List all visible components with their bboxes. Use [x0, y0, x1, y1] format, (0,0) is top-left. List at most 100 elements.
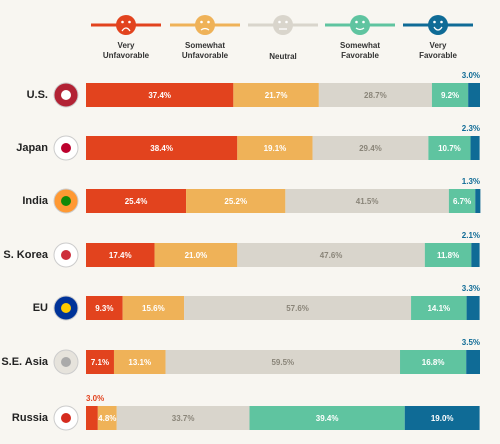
value-label: 16.8% [422, 358, 445, 367]
value-label: 11.8% [437, 251, 459, 260]
bar-segment [411, 296, 467, 320]
value-label: 14.1% [427, 304, 450, 313]
value-label: 3.0% [462, 71, 480, 80]
bar-segment [431, 83, 469, 107]
value-label: 3.3% [462, 284, 480, 293]
value-label: 2.3% [462, 124, 480, 133]
bar-segment [116, 406, 250, 430]
bar-segment [154, 243, 238, 267]
bar-segment [86, 243, 155, 267]
value-label: 21.7% [265, 91, 288, 100]
value-label: 17.4% [109, 251, 132, 260]
legend-face [273, 15, 293, 35]
value-label: 37.4% [148, 91, 171, 100]
legend-label: Very Unfavorable [103, 41, 150, 60]
face-eye [121, 20, 124, 24]
bar-segment [186, 189, 286, 213]
face-eye [285, 20, 288, 24]
bar-segment [428, 136, 471, 160]
bar-segment [165, 350, 401, 374]
bar-segment [312, 136, 429, 160]
bar-segment [184, 296, 412, 320]
value-label: 1.3% [462, 177, 480, 186]
value-label: 39.4% [316, 414, 339, 423]
category-label: U.S. [27, 89, 48, 101]
bar-segment [86, 406, 98, 430]
legend-label-line: Unfavorable [103, 51, 150, 60]
bar-segment [86, 136, 238, 160]
bar-segment [318, 83, 432, 107]
bar-segment [237, 243, 425, 267]
bar-segment [86, 83, 234, 107]
bar-segment [404, 406, 480, 430]
flag-detail [61, 413, 71, 423]
face-mouth [121, 27, 131, 32]
face-eye [433, 20, 436, 24]
value-label: 38.4% [150, 144, 173, 153]
bar-segment [466, 296, 480, 320]
value-label: 28.7% [364, 91, 387, 100]
category-label: EU [33, 302, 48, 314]
value-label: 25.4% [125, 197, 148, 206]
value-label: 2.1% [462, 231, 480, 240]
legend-label-line: Very [118, 41, 135, 50]
value-label: 25.2% [224, 197, 247, 206]
legend-label: Neutral [269, 52, 297, 61]
legend-face [116, 15, 136, 35]
flag-detail [61, 250, 71, 260]
bar-segment [466, 350, 480, 374]
value-label: 4.8% [98, 414, 116, 423]
flag-detail [61, 303, 71, 313]
value-label: 3.5% [462, 338, 480, 347]
value-label: 6.7% [453, 197, 471, 206]
value-label: 7.1% [91, 358, 109, 367]
value-label: 13.1% [128, 358, 151, 367]
bar-segment [249, 406, 405, 430]
face-mouth [355, 27, 365, 31]
face-eye [207, 20, 210, 24]
category-label: India [22, 195, 49, 207]
bar-segment [237, 136, 313, 160]
legend-label: Somewhat Favorable [340, 41, 380, 60]
value-label: 10.7% [438, 144, 461, 153]
legend-label-line: Favorable [419, 51, 457, 60]
category-label: Japan [16, 142, 48, 154]
bar-segment [471, 243, 480, 267]
bar-segment [424, 243, 472, 267]
value-label: 33.7% [172, 414, 195, 423]
bar-segment [233, 83, 319, 107]
legend-face [350, 15, 370, 35]
bar-segment [470, 136, 480, 160]
face-eye [200, 20, 203, 24]
value-label: 29.4% [359, 144, 382, 153]
value-label: 9.2% [441, 91, 459, 100]
value-label: 57.6% [286, 304, 309, 313]
bar-segment [400, 350, 467, 374]
flag-detail [61, 196, 71, 206]
legend-face [428, 15, 448, 35]
bar-segment [97, 406, 117, 430]
value-label: 19.0% [431, 414, 454, 423]
flag-detail [61, 143, 71, 153]
bar-segment [122, 296, 185, 320]
bar-segment [448, 189, 476, 213]
face-eye [278, 20, 281, 24]
face-eye [362, 20, 365, 24]
value-label: 3.0% [86, 394, 104, 403]
category-label: S. Korea [3, 249, 49, 261]
value-label: 19.1% [264, 144, 287, 153]
legend-label-line: Favorable [341, 51, 379, 60]
legend-label-line: Unfavorable [182, 51, 229, 60]
face-eye [355, 20, 358, 24]
flag-detail [61, 357, 71, 367]
value-label: 9.3% [95, 304, 113, 313]
bar-segment [285, 189, 449, 213]
value-label: 21.0% [185, 251, 208, 260]
bar-segment [468, 83, 480, 107]
flag-detail [61, 90, 71, 100]
bar-segment [475, 189, 481, 213]
legend-face [195, 15, 215, 35]
legend-label-line: Very [430, 41, 447, 50]
bar-segment [113, 350, 166, 374]
